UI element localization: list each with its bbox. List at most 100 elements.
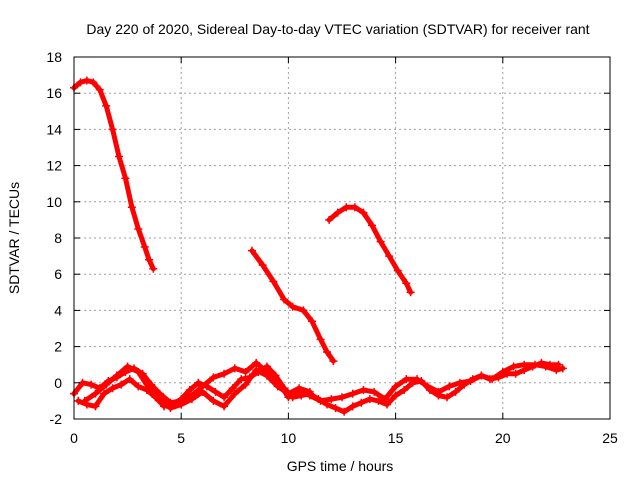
data-point — [280, 295, 289, 304]
data-point — [329, 357, 338, 366]
data-point — [241, 380, 250, 389]
data-point — [393, 266, 402, 275]
data-point — [76, 78, 85, 87]
data-point — [155, 395, 164, 404]
data-point — [376, 237, 385, 246]
data-point — [295, 384, 304, 393]
data-point — [121, 174, 130, 183]
x-axis-title: GPS time / hours — [287, 458, 394, 474]
data-point — [80, 396, 89, 405]
data-point — [305, 387, 314, 396]
x-tick-label: 20 — [495, 430, 511, 446]
data-point — [127, 203, 136, 212]
data-point — [374, 396, 383, 405]
data-point — [209, 396, 218, 405]
data-point — [503, 369, 512, 378]
data-point — [350, 203, 359, 212]
data-point — [91, 402, 100, 411]
data-point — [134, 382, 143, 391]
data-point — [269, 277, 278, 286]
data-point — [368, 221, 377, 230]
data-point — [202, 382, 211, 391]
data-point — [108, 125, 117, 134]
data-point — [271, 371, 280, 380]
data-point — [316, 335, 325, 344]
data-point — [445, 382, 454, 391]
data-point — [528, 362, 537, 371]
data-point — [145, 384, 154, 393]
data-point — [417, 376, 426, 385]
data-point — [494, 373, 503, 382]
data-point — [509, 362, 518, 371]
y-tick-label: 18 — [46, 49, 62, 65]
data-point — [108, 384, 117, 393]
data-point — [123, 362, 132, 371]
data-point — [125, 375, 134, 384]
y-tick-label: 10 — [46, 194, 62, 210]
x-tick-label: 15 — [388, 430, 404, 446]
data-point — [520, 366, 529, 375]
data-point — [552, 366, 561, 375]
y-tick-label: 12 — [46, 158, 62, 174]
data-point — [400, 386, 409, 395]
data-point — [262, 362, 271, 371]
data-point — [288, 393, 297, 402]
data-point — [340, 407, 349, 416]
y-tick-label: 16 — [46, 85, 62, 101]
data-point — [537, 358, 546, 367]
data-point — [425, 386, 434, 395]
data-point — [134, 224, 143, 233]
data-point — [100, 389, 109, 398]
x-tick-label: 5 — [177, 430, 185, 446]
data-point — [102, 380, 111, 389]
data-point — [338, 393, 346, 402]
data-point — [322, 400, 331, 409]
data-point — [177, 400, 186, 409]
grid-layer — [74, 57, 610, 419]
data-point — [230, 364, 239, 373]
data-point — [273, 382, 282, 391]
data-point — [322, 348, 331, 357]
data-point — [434, 391, 443, 400]
data-point — [406, 288, 415, 297]
y-tick-label: 6 — [54, 266, 62, 282]
data-point — [115, 152, 124, 161]
data-point — [327, 395, 336, 404]
y-tick-label: 4 — [54, 302, 62, 318]
y-axis-title: SDTVAR / TECUs — [6, 182, 22, 294]
data-point — [342, 203, 351, 212]
x-tick-label: 0 — [70, 430, 78, 446]
data-point — [112, 371, 121, 380]
x-tick-label: 25 — [602, 430, 618, 446]
data-point — [95, 85, 104, 94]
data-point — [359, 208, 368, 217]
data-layer — [70, 76, 567, 416]
data-point — [554, 360, 563, 369]
y-tick-label: 0 — [54, 375, 62, 391]
data-point — [134, 367, 143, 376]
data-point — [402, 375, 411, 384]
data-point — [247, 246, 256, 255]
data-point — [331, 404, 340, 413]
series-band-arc-2 — [249, 248, 336, 364]
data-point — [558, 364, 567, 373]
data-point — [262, 371, 271, 380]
series-band-arc-6 — [82, 364, 313, 411]
y-tick-label: 8 — [54, 230, 62, 246]
data-point — [91, 389, 100, 398]
data-point — [385, 252, 394, 261]
data-point — [299, 306, 308, 315]
data-point — [545, 360, 554, 369]
data-point — [220, 393, 229, 402]
data-point — [220, 402, 229, 411]
data-point — [348, 389, 357, 398]
data-point — [460, 380, 469, 389]
data-point — [220, 369, 229, 378]
data-point — [166, 404, 175, 413]
chart-title: Day 220 of 2020, Sidereal Day-to-day VTE… — [86, 21, 589, 37]
data-point — [408, 378, 417, 387]
y-tick-label: 2 — [54, 339, 62, 355]
data-point — [241, 367, 250, 376]
data-point — [443, 393, 452, 402]
x-tick-label: 10 — [281, 430, 297, 446]
